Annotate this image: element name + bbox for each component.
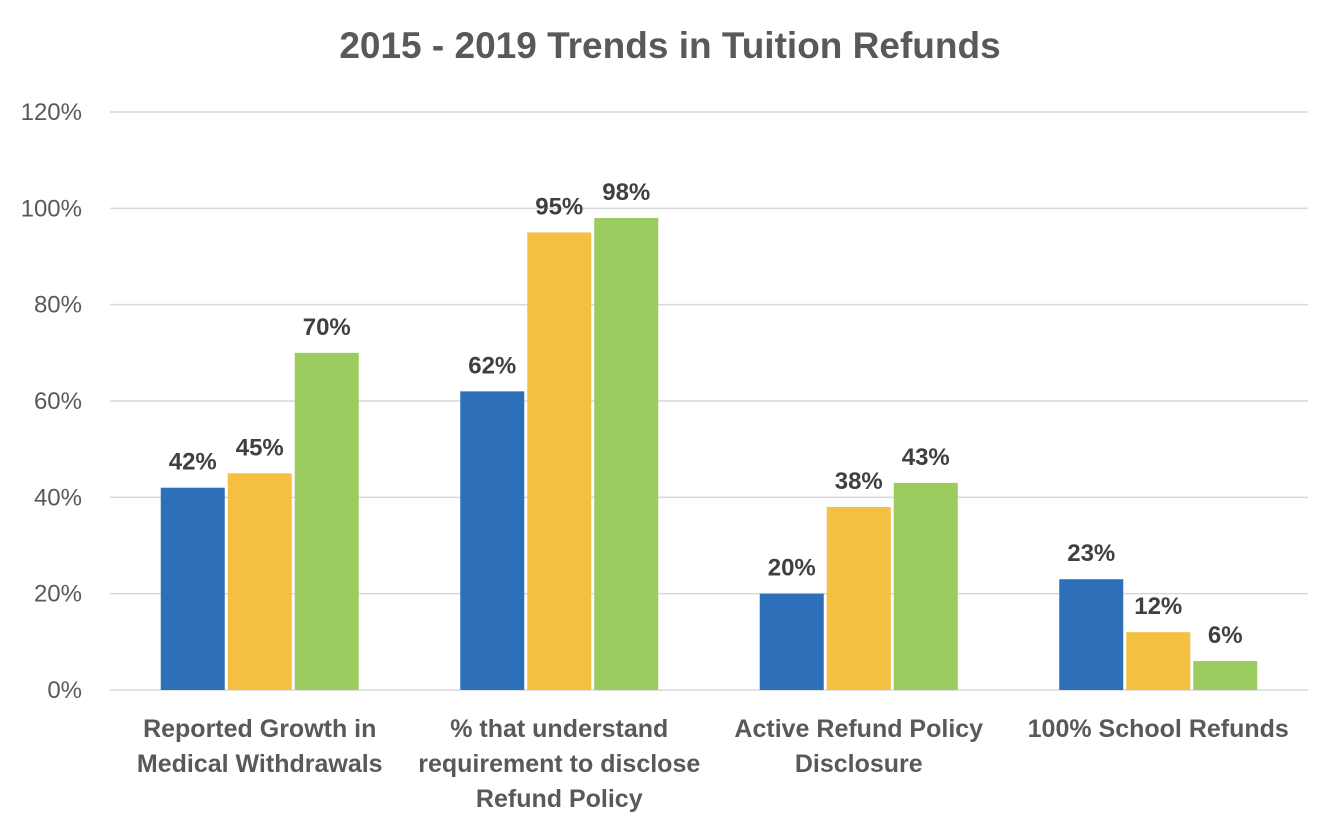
- y-tick-label: 0%: [47, 677, 82, 704]
- bar: [294, 352, 359, 690]
- bar: [527, 232, 592, 690]
- data-label: 43%: [902, 444, 950, 471]
- bar: [227, 473, 292, 690]
- y-tick-label: 100%: [21, 195, 82, 222]
- y-tick-label: 120%: [21, 99, 82, 126]
- bar: [759, 593, 824, 690]
- data-label: 98%: [602, 179, 650, 206]
- data-label: 95%: [535, 193, 583, 220]
- x-tick-label: Reported Growth in Medical Withdrawals: [137, 715, 383, 778]
- data-label: 12%: [1134, 593, 1182, 620]
- data-label: 38%: [835, 468, 883, 495]
- bar: [1126, 632, 1191, 690]
- bar: [1193, 661, 1258, 690]
- data-label: 6%: [1208, 622, 1243, 649]
- data-label: 20%: [768, 555, 816, 582]
- y-tick-label: 80%: [34, 292, 82, 319]
- x-axis-ticks: Reported Growth in Medical Withdrawals % t…: [137, 715, 1289, 813]
- y-tick-label: 60%: [34, 388, 82, 415]
- bar: [460, 391, 525, 690]
- data-labels: 42% 45% 70% 62% 95% 98% 20% 38% 43% 23% 12% 6%: [169, 179, 1243, 649]
- data-label: 70%: [303, 314, 351, 341]
- y-axis-ticks: 0% 20% 40% 60% 80% 100% 120%: [21, 99, 82, 704]
- bar: [1059, 579, 1124, 690]
- y-tick-label: 40%: [34, 484, 82, 511]
- data-label: 23%: [1067, 540, 1115, 567]
- bars: [160, 217, 1258, 690]
- chart-title: 2015 - 2019 Trends in Tuition Refunds: [339, 25, 1000, 66]
- x-tick-label: Active Refund Policy Disclosure: [734, 715, 983, 778]
- bar: [594, 217, 659, 690]
- data-label: 62%: [468, 352, 516, 379]
- x-tick-label: 100% School Refunds: [1028, 715, 1289, 743]
- y-tick-label: 20%: [34, 581, 82, 608]
- x-tick-label: % that understand requirement to disclose…: [418, 715, 700, 813]
- bar: [893, 482, 958, 690]
- bar: [826, 506, 891, 690]
- data-label: 42%: [169, 449, 217, 476]
- bar: [160, 487, 225, 690]
- data-label: 45%: [236, 434, 284, 461]
